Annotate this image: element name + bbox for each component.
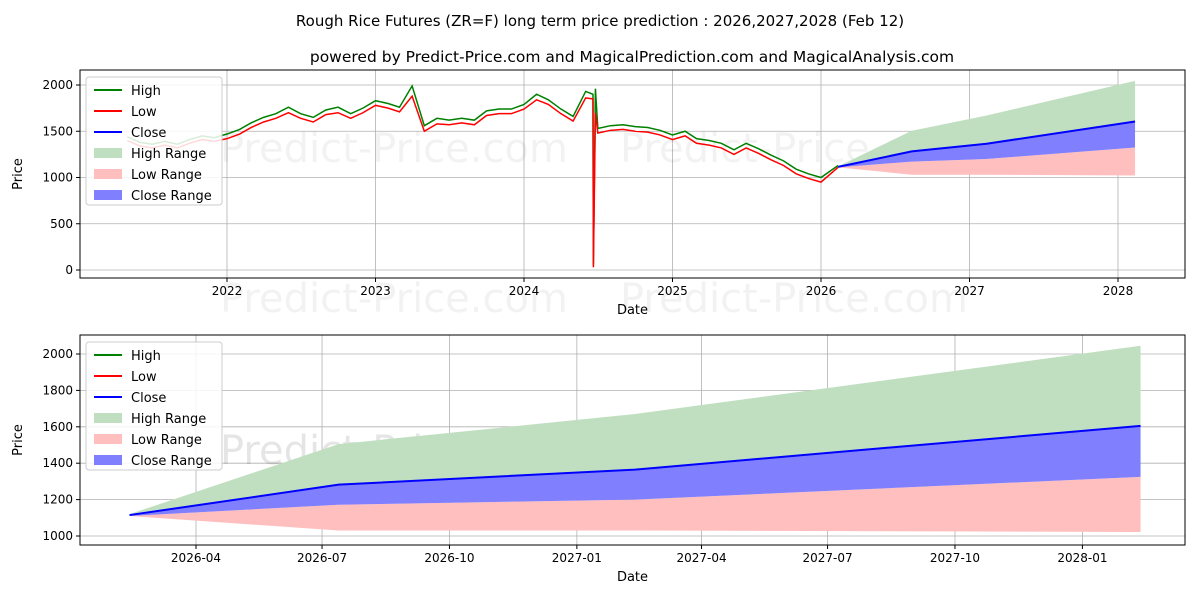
watermark: Predict-Price.com (220, 276, 568, 322)
legend-label: High Range (131, 147, 206, 162)
legend-label: Low Range (131, 168, 202, 183)
high-range-area (129, 345, 1141, 516)
y-tick-label: 1400 (42, 456, 73, 470)
y-tick-label: 1200 (42, 493, 73, 507)
x-tick-label: 2028-01 (1057, 551, 1107, 565)
legend-swatch-close-range (94, 455, 122, 465)
low-range-area (129, 476, 1141, 532)
x-tick-label: 2027-10 (930, 551, 980, 565)
x-axis-label: Date (617, 570, 648, 585)
high-range-area (838, 80, 1136, 167)
legend-label: High (131, 349, 161, 364)
legend-swatch-low-range (94, 434, 122, 444)
watermark: Predict-Price.com (620, 276, 968, 322)
legend-label: High Range (131, 412, 206, 427)
x-tick-label: 2025 (657, 284, 688, 298)
y-tick-label: 1600 (42, 420, 73, 434)
axes-border (79, 69, 1186, 279)
x-tick-label: 2027-07 (802, 551, 852, 565)
y-axis-label: Price (11, 158, 26, 190)
legend-label: Low Range (131, 433, 202, 448)
legend-label: Low (131, 370, 157, 385)
y-tick-label: 2000 (42, 78, 73, 92)
top-axes: 2022 2023 2024 2025 2026 2027 2028 0 500 1000 1500… (11, 69, 1186, 322)
x-tick-label: 2022 (212, 284, 243, 298)
x-tick-label: 2026-10 (424, 551, 474, 565)
x-tick-label: 2023 (360, 284, 391, 298)
x-tick-label: 2027-04 (676, 551, 726, 565)
x-tick-label: 2026-04 (171, 551, 221, 565)
legend-swatch-close-range (94, 190, 122, 200)
low-range-area (838, 147, 1136, 176)
legend-label: Close (131, 391, 166, 406)
x-tick-label: 2028 (1103, 284, 1134, 298)
x-tick-label: 2027 (954, 284, 985, 298)
watermark: Predict-Price.com (220, 126, 568, 172)
y-tick-label: 1500 (42, 124, 73, 138)
y-tick-label: 1800 (42, 383, 73, 397)
legend-label: Close (131, 126, 166, 141)
bottom-axes: 2026-04 2026-07 2026-10 2027-01 2027-04 2027-… (11, 334, 1186, 585)
y-axis-label: Price (11, 424, 26, 456)
legend-label: Close Range (131, 189, 212, 204)
high-line (127, 84, 839, 265)
y-tick-label: 2000 (42, 347, 73, 361)
low-line (127, 94, 839, 268)
y-tick-label: 1000 (42, 529, 73, 543)
legend-label: Low (131, 105, 157, 120)
close-line (129, 424, 1141, 517)
x-tick-label: 2026 (806, 284, 837, 298)
legend-label: Close Range (131, 454, 212, 469)
legend-swatch-high-range (94, 148, 122, 158)
x-tick-label: 2026-07 (297, 551, 347, 565)
chart-subtitle: powered by Predict-Price.com and Magical… (310, 48, 954, 66)
y-tick-label: 500 (50, 217, 73, 231)
x-tick-label: 2024 (509, 284, 540, 298)
legend-swatch-low-range (94, 169, 122, 179)
x-tick-label: 2027-01 (552, 551, 602, 565)
close-line (837, 120, 1136, 168)
chart-title: Rough Rice Futures (ZR=F) long term pric… (296, 12, 904, 30)
y-tick-label: 1000 (42, 171, 73, 185)
legend-swatch-high-range (94, 413, 122, 423)
y-tick-label: 0 (65, 263, 73, 277)
axes-border (79, 334, 1186, 546)
legend-label: High (131, 84, 161, 99)
x-axis-label: Date (617, 303, 648, 318)
